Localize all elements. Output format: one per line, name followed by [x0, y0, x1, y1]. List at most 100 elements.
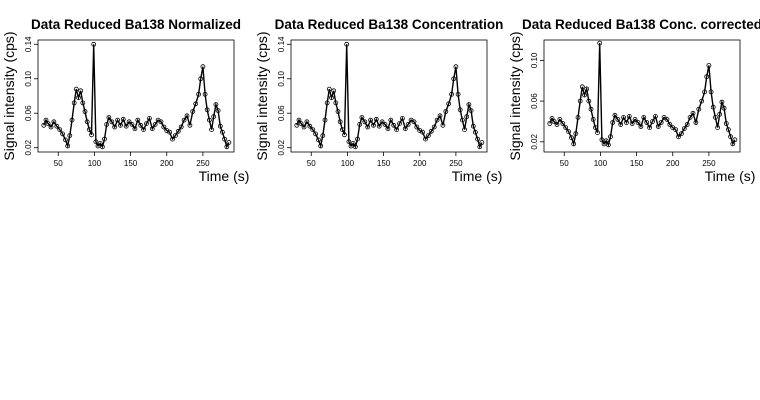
data-point	[653, 114, 658, 119]
data-point	[388, 117, 394, 123]
data-point	[638, 124, 644, 129]
data-point	[579, 84, 585, 90]
data-point	[399, 116, 405, 121]
x-tick-label: 200	[413, 159, 427, 168]
data-point	[294, 122, 300, 128]
data-point	[557, 117, 563, 122]
data-point	[470, 123, 476, 129]
data-point	[593, 125, 598, 130]
data-point	[144, 121, 149, 126]
data-point	[425, 133, 431, 139]
data-point	[362, 119, 368, 125]
x-tick-label: 200	[160, 159, 174, 168]
data-point	[296, 117, 302, 123]
data-point	[335, 109, 341, 114]
data-point	[184, 113, 190, 119]
data-point	[397, 121, 402, 126]
chart-title: Data Reduced Ba138 Concentration	[275, 17, 504, 32]
data-point	[82, 109, 88, 114]
data-point	[693, 120, 699, 125]
data-point	[571, 141, 577, 147]
data-point	[106, 115, 112, 120]
data-point	[477, 144, 483, 150]
y-axis-label: Signal intensity (cps)	[507, 31, 523, 160]
data-point	[350, 140, 356, 146]
data-point	[118, 122, 123, 128]
data-point	[626, 114, 632, 119]
data-point	[217, 123, 223, 129]
data-point	[601, 141, 607, 147]
data-point	[320, 133, 326, 139]
data-point	[100, 144, 105, 150]
data-point	[178, 124, 184, 130]
data-point	[352, 144, 358, 150]
data-point	[198, 76, 204, 82]
data-point	[141, 127, 147, 133]
data-point	[149, 126, 155, 132]
x-tick-label: 50	[307, 159, 316, 168]
data-point	[112, 124, 118, 130]
data-point	[405, 122, 411, 127]
data-point	[135, 117, 141, 123]
data-point	[704, 74, 710, 80]
data-point	[206, 117, 212, 123]
data-point	[67, 133, 73, 139]
data-point	[71, 100, 77, 106]
y-tick-label: 0.10	[24, 70, 33, 86]
data-point	[69, 117, 75, 123]
data-point	[560, 121, 566, 126]
data-point	[120, 116, 126, 122]
data-point	[394, 127, 400, 133]
data-point	[158, 119, 164, 125]
data-point	[608, 134, 613, 140]
x-tick-label: 150	[377, 159, 391, 168]
data-point	[684, 122, 690, 127]
panel-concentration: Data Reduced Ba138 Concentration Signal …	[254, 17, 503, 184]
data-point	[54, 123, 60, 129]
data-point	[65, 143, 71, 149]
data-point	[728, 134, 733, 140]
data-point	[333, 100, 339, 106]
data-point	[457, 107, 463, 113]
x-tick-label: 150	[124, 159, 138, 168]
data-point	[63, 137, 68, 143]
data-point	[449, 91, 455, 97]
series-line	[296, 44, 483, 149]
data-point	[371, 122, 376, 128]
data-point	[104, 122, 110, 127]
data-point	[629, 121, 635, 126]
y-axis-label: Signal intensity (cps)	[1, 31, 17, 160]
data-point	[313, 131, 319, 137]
data-point	[181, 117, 187, 123]
data-point	[563, 125, 569, 130]
data-point	[102, 136, 107, 142]
y-tick-label: 0.06	[24, 105, 33, 121]
data-point	[582, 92, 587, 98]
data-point	[717, 111, 723, 117]
data-point	[76, 95, 81, 101]
data-point	[624, 120, 629, 125]
data-point	[172, 133, 178, 139]
data-point	[595, 130, 600, 136]
data-point	[610, 120, 616, 125]
y-tick-label: 0.10	[530, 52, 539, 68]
y-tick-label: 0.06	[530, 93, 539, 109]
data-point	[152, 122, 158, 127]
data-point	[723, 121, 729, 126]
data-point	[391, 122, 397, 128]
x-axis-label: Time (s)	[705, 168, 756, 184]
data-point	[440, 122, 446, 128]
y-tick-label: 0.02	[530, 133, 539, 149]
data-point	[80, 100, 86, 106]
data-point	[446, 101, 452, 107]
data-point	[78, 88, 84, 94]
data-point	[554, 122, 560, 127]
plot-frame	[543, 39, 741, 153]
data-point	[721, 105, 727, 111]
data-point	[346, 139, 352, 145]
x-tick-label: 100	[594, 159, 608, 168]
plot-frame	[290, 39, 488, 153]
data-point	[708, 89, 714, 95]
data-point	[479, 140, 485, 145]
